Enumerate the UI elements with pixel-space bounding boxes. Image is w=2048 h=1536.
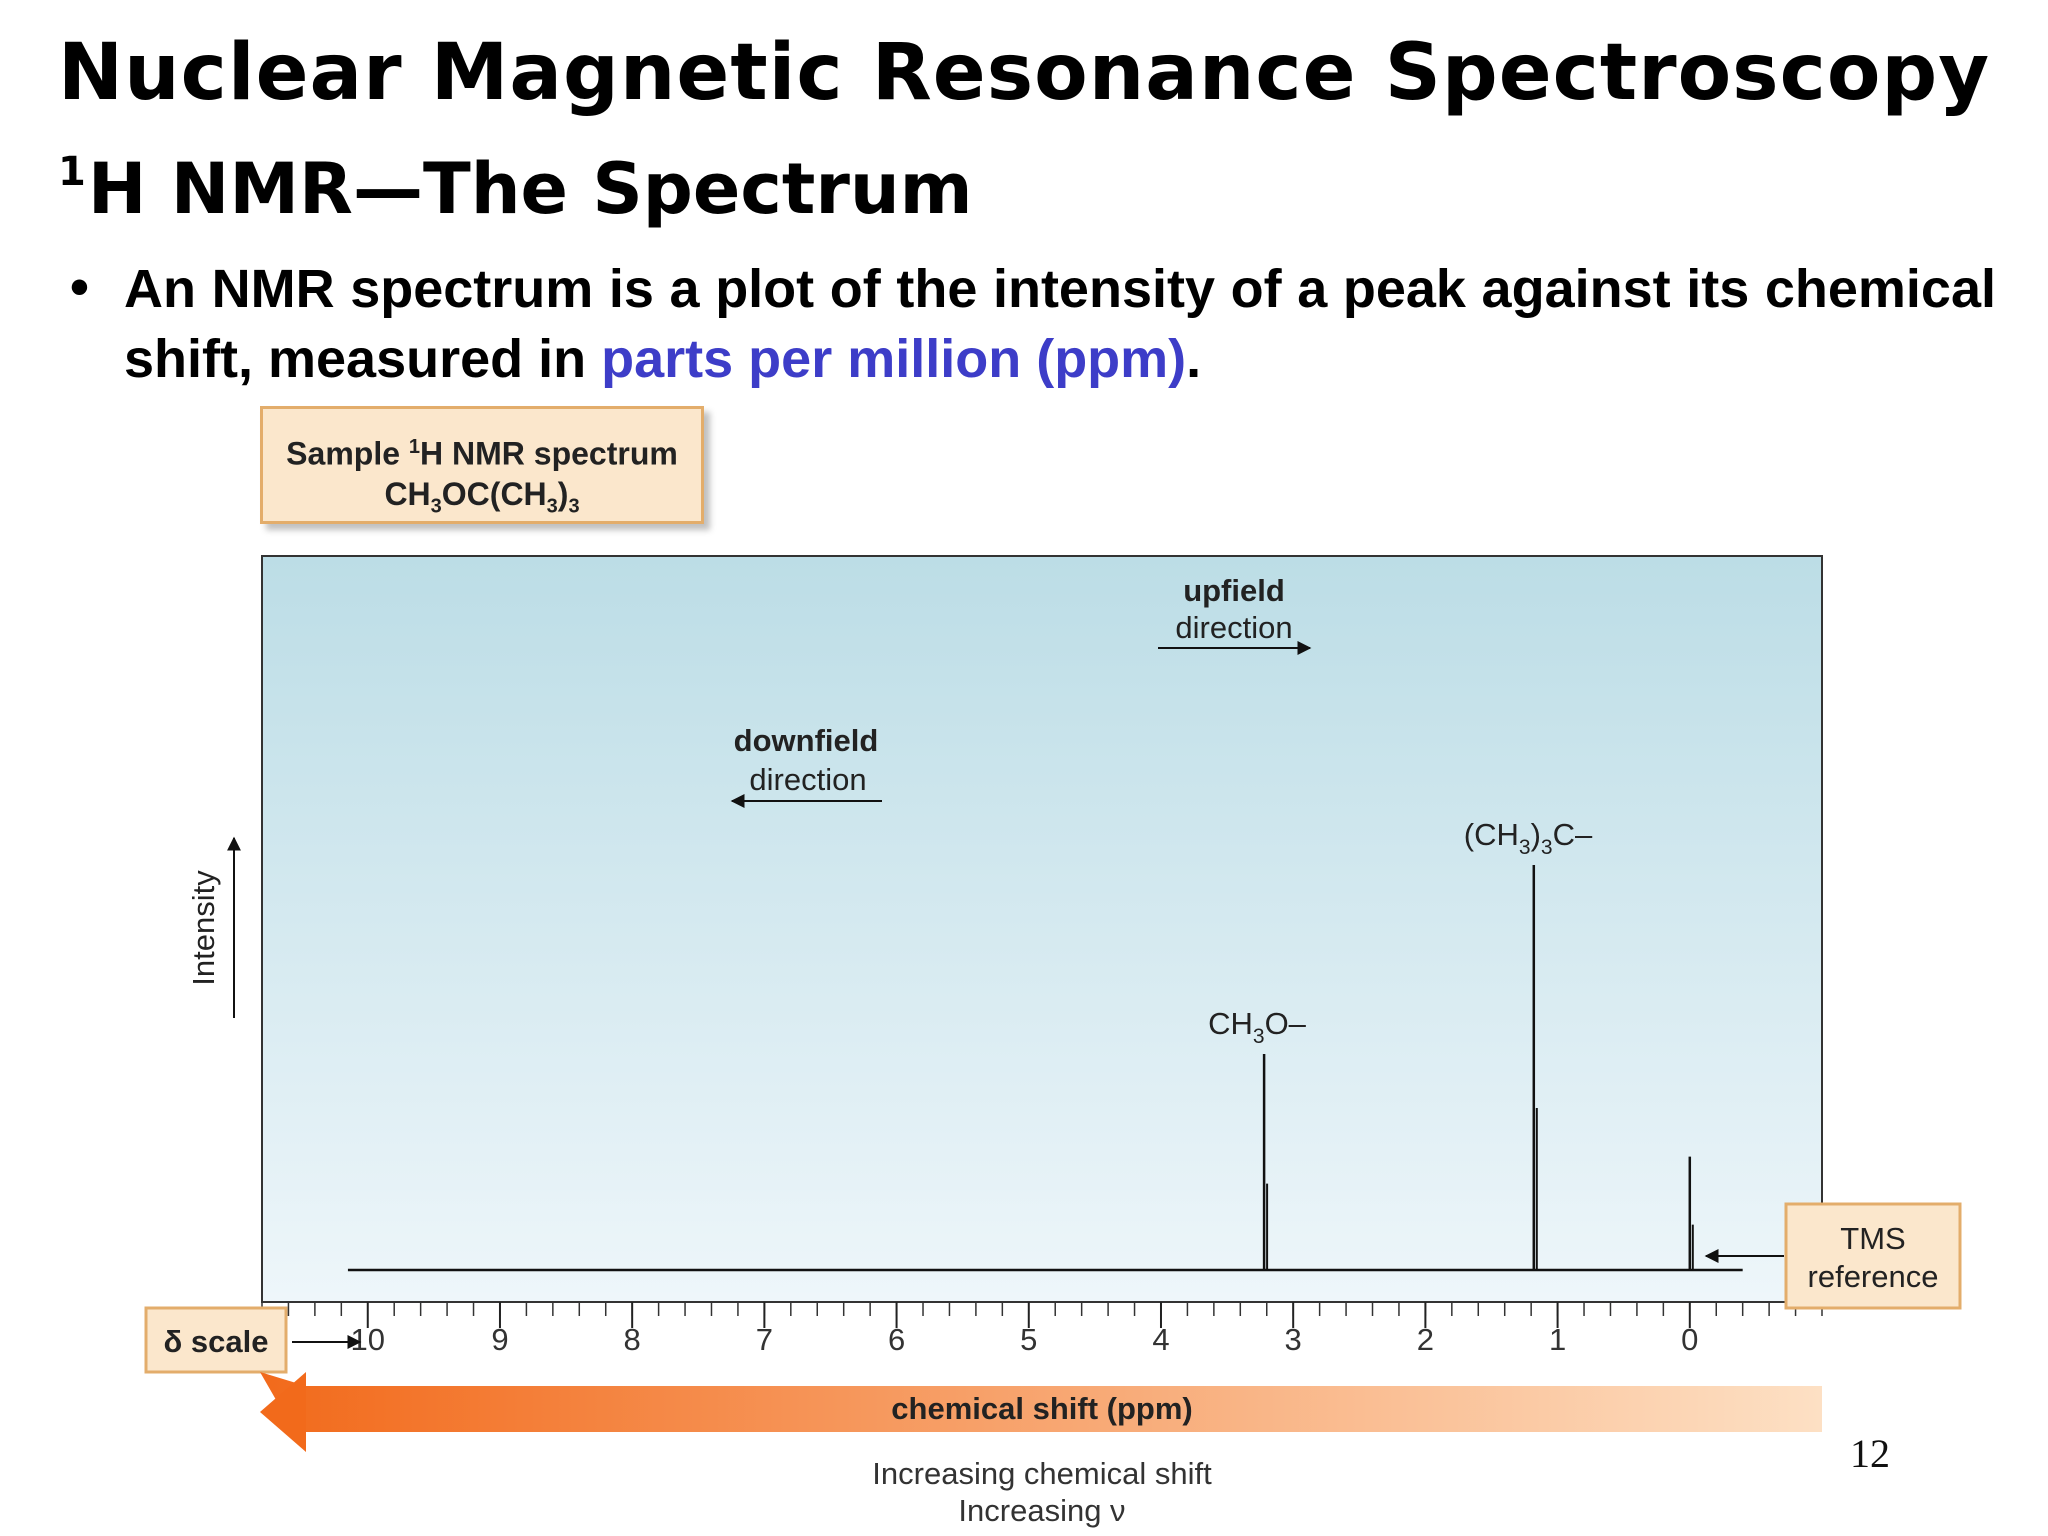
slide-title: Nuclear Magnetic Resonance Spectroscopy [57,28,1991,118]
sample-box-text-a: Sample [286,435,409,472]
delta-scale-label: δ scale [164,1324,269,1359]
peak-label-tert-butyl: (CH3)3C– [1464,817,1593,859]
sample-spectrum-label-box: Sample 1H NMR spectrum CH3OC(CH3)3 [260,406,704,524]
x-tick-label: 6 [888,1322,905,1357]
formula-part-b: OC(CH [441,475,547,512]
tms-label: TMS [1840,1221,1905,1256]
tick-labels: 10 9 8 7 6 5 4 3 2 1 0 [351,1322,1699,1357]
downfield-label-text: direction [749,762,866,797]
x-tick-label: 7 [756,1322,773,1357]
bullet-marker: • [70,257,89,317]
chemical-shift-arrow [260,1372,1822,1452]
sample-box-formula: CH3OC(CH3)3 [263,474,701,526]
chemical-shift-arrowhead [260,1372,306,1452]
x-tick-label: 5 [1020,1322,1037,1357]
formula-part-a: CH [384,475,431,512]
sample-box-sup: 1 [408,436,421,458]
x-axis-subtitle-2: Increasing ν [958,1493,1125,1528]
x-tick-label: 4 [1152,1322,1169,1357]
x-axis-subtitle-1: Increasing chemical shift [872,1456,1212,1491]
x-tick-label: 0 [1681,1322,1698,1357]
page-number: 12 [1850,1431,1890,1476]
peak-label-ch3o: CH3O– [1208,1006,1307,1048]
formula-sub-2: 3 [546,495,558,518]
tms-reference-box [1784,1202,1962,1310]
downfield-label-bold: downfield [734,723,879,758]
x-tick-label: 8 [624,1322,641,1357]
x-tick-label: 9 [491,1322,508,1357]
section-title: 1H NMR—The Spectrum [58,148,973,230]
plot-area [261,555,1823,1303]
formula-sub-3: 3 [568,495,580,518]
bullet-text-part-1: An NMR spectrum is a plot of the intensi… [124,259,1996,389]
major-ticks [366,1302,1691,1328]
formula-part-c: ) [557,475,569,512]
upfield-label-text: direction [1175,610,1292,645]
bullet-text-part-2: . [1186,329,1202,389]
ppm-highlight: parts per million (ppm) [601,329,1187,389]
sample-box-text-b: H NMR spectrum [420,435,678,472]
x-tick-label: 1 [1549,1322,1566,1357]
sample-box-line-1: Sample 1H NMR spectrum [263,427,701,474]
delta-scale-box [144,1306,288,1374]
minor-ticks [261,1302,1823,1316]
bullet-text: An NMR spectrum is a plot of the intensi… [124,254,1996,394]
intensity-axis-label: Intensity [186,870,221,986]
formula-sub-1: 3 [430,495,442,518]
x-tick-label: 10 [351,1322,385,1357]
section-title-superscript: 1 [58,149,86,195]
upfield-label-bold: upfield [1183,573,1285,608]
x-tick-label: 2 [1417,1322,1434,1357]
x-tick-label: 3 [1285,1322,1302,1357]
section-title-text: H NMR—The Spectrum [87,148,973,230]
x-axis-title: chemical shift (ppm) [891,1391,1192,1426]
tms-reference-text: reference [1808,1259,1939,1294]
peaks [1262,865,1694,1270]
